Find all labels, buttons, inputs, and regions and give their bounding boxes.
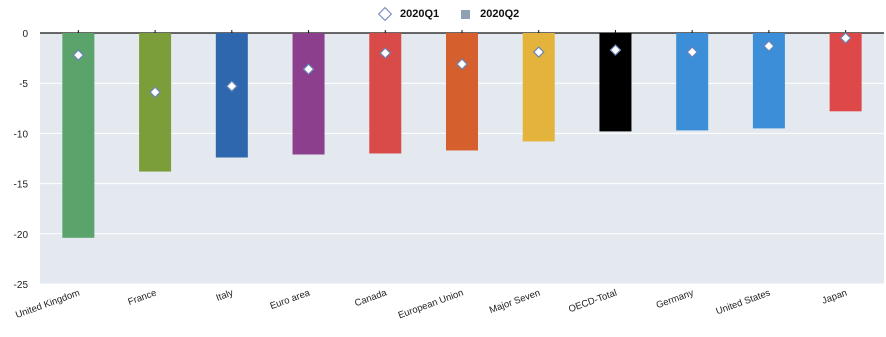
bar-2020q2 xyxy=(62,33,95,238)
legend: 2020Q1 2020Q2 xyxy=(377,6,541,22)
marker-2020q1 xyxy=(763,40,775,52)
x-tick-label: OECD-Total xyxy=(567,287,618,315)
marker-2020q1 xyxy=(149,86,161,99)
marker-2020q1 xyxy=(379,47,392,59)
x-tick-label: Euro area xyxy=(269,287,313,312)
bar-2020q2 xyxy=(139,33,172,172)
marker-2020q1 xyxy=(72,49,85,61)
bar-2020q2 xyxy=(829,33,862,112)
marker-2020q1 xyxy=(302,63,315,75)
marker-2020q1 xyxy=(839,32,852,44)
marker-2020q1 xyxy=(225,80,238,93)
legend-item-2020q1: 2020Q1 xyxy=(377,6,440,22)
x-tick-label: United Kingdom xyxy=(14,287,81,320)
bar-2020q2 xyxy=(215,33,248,158)
y-tick-label: -15 xyxy=(14,180,29,191)
legend-label-2020q2: 2020Q2 xyxy=(480,8,520,20)
square-marker-icon xyxy=(461,9,471,19)
x-tick-label: Italy xyxy=(215,287,235,303)
x-tick-label: Germany xyxy=(655,287,696,311)
marker-2020q1 xyxy=(609,44,622,56)
x-tick-label: France xyxy=(127,287,159,307)
bar-2020q2 xyxy=(446,33,478,151)
y-tick-label: -5 xyxy=(19,79,28,90)
legend-item-2020q2: 2020Q2 xyxy=(461,8,519,20)
x-tick-label: United States xyxy=(715,287,773,317)
y-tick-label: -20 xyxy=(14,230,29,241)
x-tick-label: Canada xyxy=(353,287,389,309)
diamond-marker-icon xyxy=(377,6,393,22)
y-tick-label: 0 xyxy=(22,29,28,40)
bar-2020q2 xyxy=(292,33,325,155)
legend-label-2020q1: 2020Q1 xyxy=(400,8,440,20)
y-tick-label: -25 xyxy=(14,280,29,291)
x-tick-label: Major Seven xyxy=(488,287,542,316)
x-tick-label: Japan xyxy=(821,287,849,306)
marker-2020q1 xyxy=(686,46,699,58)
marker-2020q1 xyxy=(532,46,545,58)
marker-2020q1 xyxy=(456,58,468,70)
x-tick-label: European Union xyxy=(397,287,465,321)
y-tick-label: -10 xyxy=(14,129,29,140)
